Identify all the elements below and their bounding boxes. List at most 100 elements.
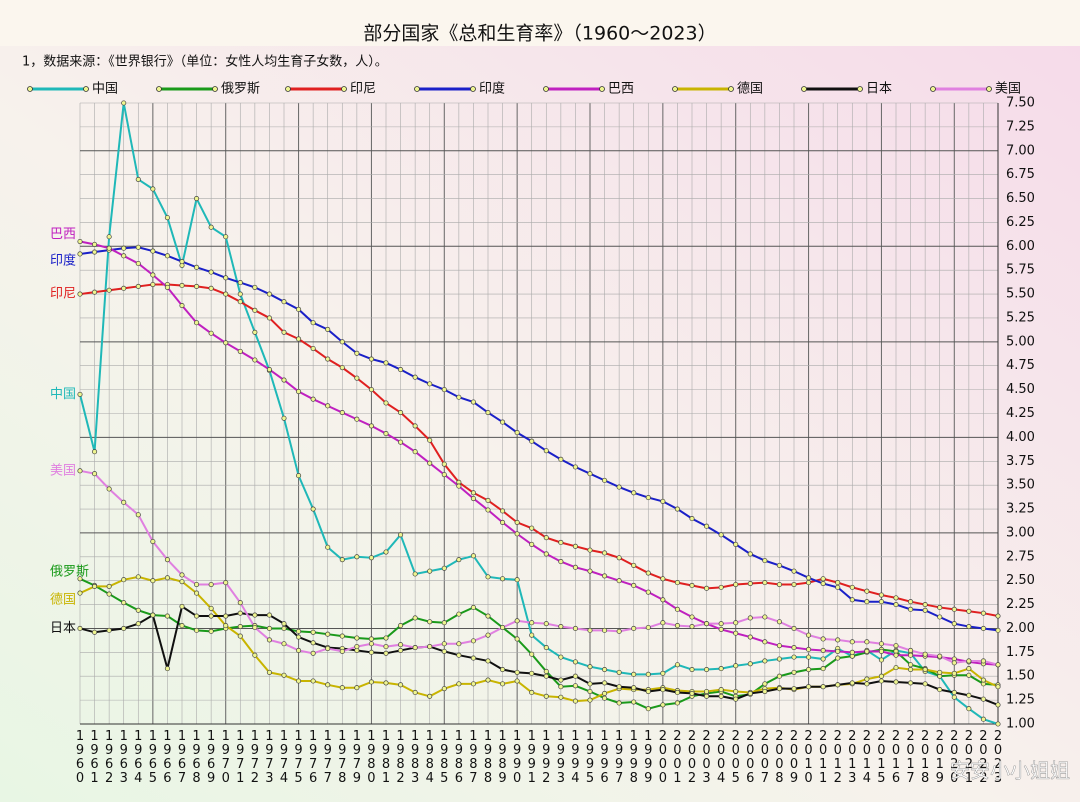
data-point [252, 329, 258, 335]
data-point [937, 687, 943, 693]
legend-marker [285, 86, 291, 92]
data-point [922, 681, 928, 687]
data-point [252, 357, 258, 363]
data-point [937, 614, 943, 620]
legend-marker [728, 86, 734, 92]
data-point [150, 186, 156, 192]
data-point [135, 512, 141, 518]
data-point [383, 400, 389, 406]
data-point [121, 600, 127, 606]
y-tick-label: 2.00 [1006, 621, 1035, 636]
data-point [674, 700, 680, 706]
data-point [791, 625, 797, 632]
data-point [543, 621, 549, 627]
data-point [325, 326, 331, 332]
data-point [121, 100, 127, 106]
data-point [208, 330, 214, 336]
data-point [543, 668, 549, 675]
series-start-label: 美国 [50, 463, 76, 478]
data-point [500, 624, 506, 631]
data-point [718, 532, 724, 538]
data-point [704, 666, 710, 673]
data-point [383, 680, 389, 686]
legend-label: 印度 [479, 81, 505, 97]
data-point [616, 700, 622, 706]
legend-marker [156, 86, 162, 92]
data-point [733, 541, 739, 547]
y-tick-label: 4.75 [1006, 358, 1035, 373]
data-point [266, 612, 272, 618]
series-line [79, 577, 999, 710]
data-point [878, 592, 884, 598]
data-point [237, 600, 243, 606]
data-point [456, 483, 462, 489]
data-point [412, 689, 418, 696]
data-point [660, 498, 666, 504]
data-point [266, 291, 272, 297]
data-point [878, 673, 884, 679]
data-point [92, 241, 98, 247]
data-point [412, 374, 418, 380]
data-point [747, 634, 753, 640]
data-point [456, 394, 462, 400]
data-point [237, 633, 243, 639]
data-point [500, 681, 506, 687]
data-point [164, 284, 170, 290]
data-point [441, 620, 447, 626]
data-point [92, 289, 98, 295]
data-point [135, 176, 141, 182]
y-tick-label: 4.50 [1006, 382, 1035, 397]
data-point [252, 612, 258, 618]
data-point [908, 599, 914, 605]
data-point [266, 315, 272, 321]
data-point [806, 632, 812, 638]
data-point [208, 605, 214, 611]
data-point [733, 688, 739, 695]
data-point [194, 195, 200, 202]
data-point [864, 588, 870, 594]
data-point [922, 602, 928, 608]
data-point [616, 628, 622, 634]
data-point [456, 681, 462, 687]
data-point [747, 661, 753, 667]
data-point [441, 472, 447, 478]
y-tick-label: 4.25 [1006, 406, 1035, 421]
series-line [79, 604, 999, 706]
y-tick-label: 6.00 [1006, 239, 1035, 254]
data-point [689, 690, 695, 696]
data-point [237, 299, 243, 305]
data-point [368, 649, 374, 655]
data-point [310, 320, 316, 326]
data-point [587, 471, 593, 477]
data-point [572, 464, 578, 470]
data-point [558, 456, 564, 462]
data-point [223, 340, 229, 346]
data-point [587, 697, 593, 703]
data-point [398, 367, 404, 373]
data-point [631, 562, 637, 568]
data-point [674, 662, 680, 668]
data-point [339, 339, 345, 345]
data-point [441, 686, 447, 692]
data-point [296, 647, 302, 653]
data-point [835, 655, 841, 661]
data-point [558, 684, 564, 690]
data-point [325, 356, 331, 362]
y-tick-label: 4.00 [1006, 430, 1035, 445]
data-point [325, 631, 331, 637]
data-point [645, 706, 651, 712]
data-point [645, 589, 651, 595]
data-point [310, 506, 316, 512]
data-point [514, 577, 520, 583]
